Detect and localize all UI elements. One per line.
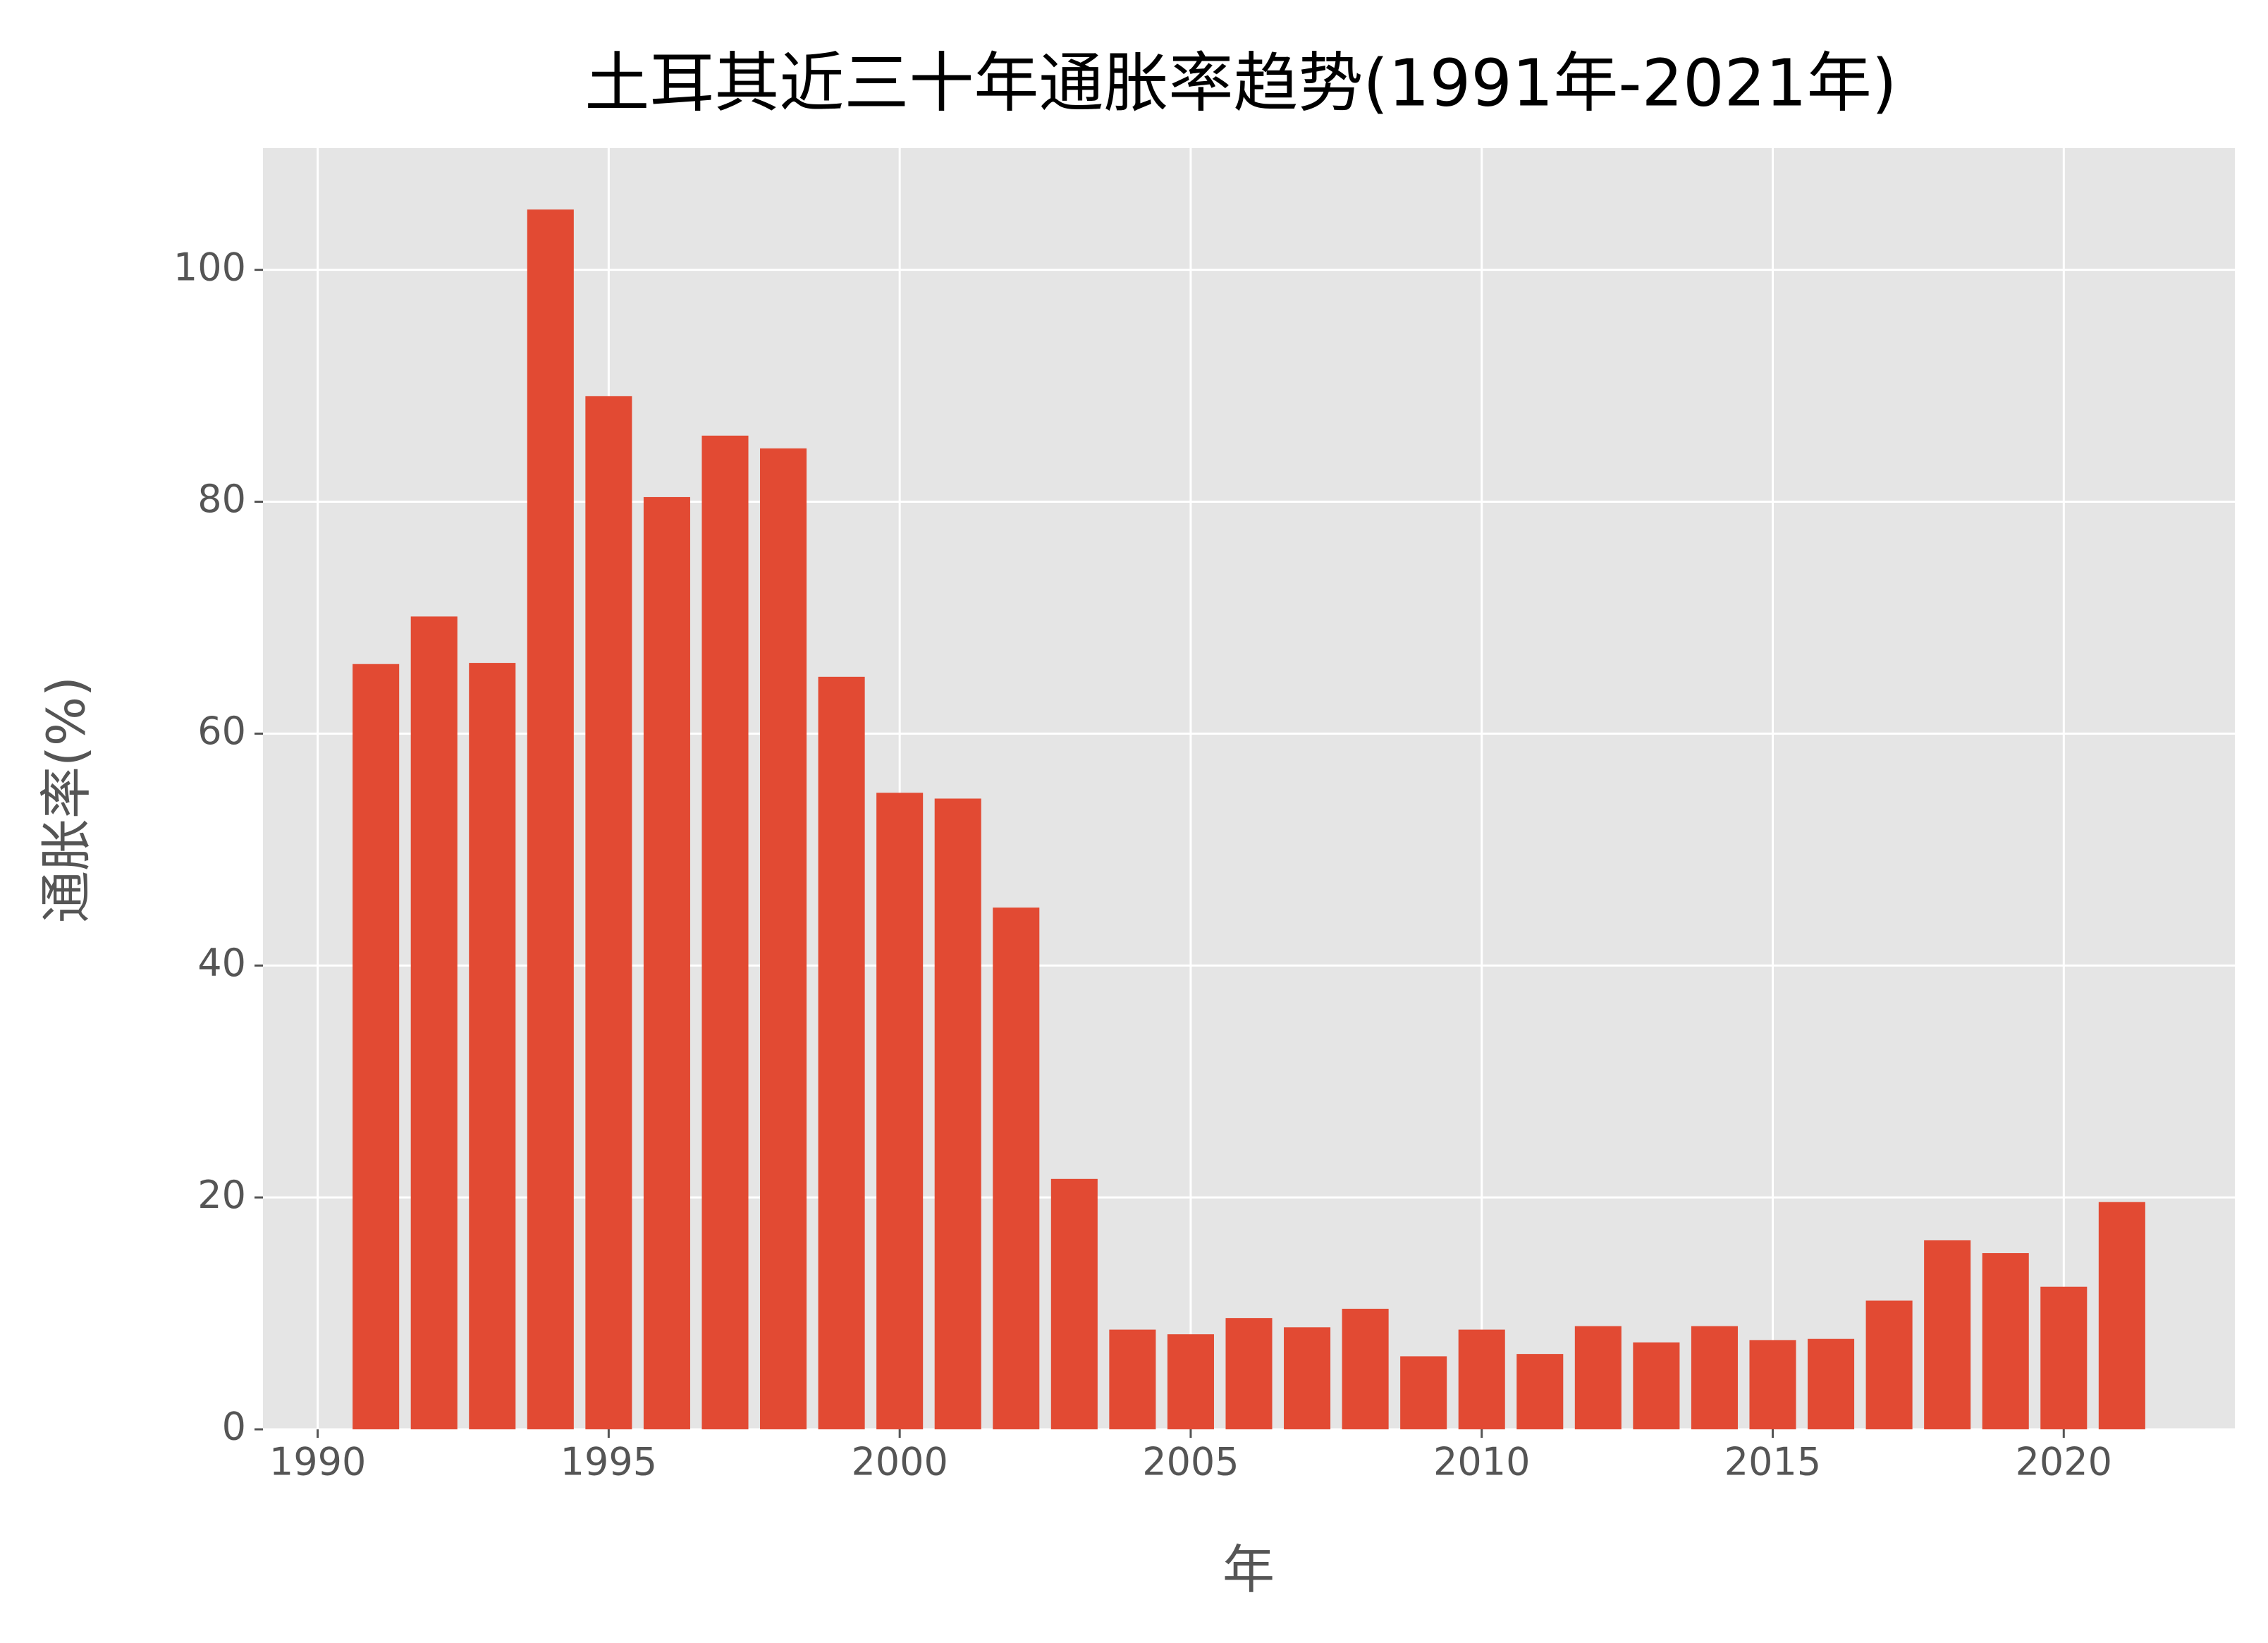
bar [993, 908, 1040, 1429]
x-tick-label: 2005 [1142, 1440, 1239, 1484]
bar [2040, 1286, 2088, 1429]
x-tick-label: 1995 [560, 1440, 657, 1484]
x-tick-label: 2000 [851, 1440, 948, 1484]
bar [760, 448, 807, 1430]
bar [1982, 1253, 2029, 1429]
y-axis-label: 通胀率(%) [37, 676, 97, 923]
y-tick-label: 100 [173, 245, 246, 289]
bar [1167, 1334, 1214, 1429]
x-tick-label: 2010 [1433, 1440, 1530, 1484]
y-tick-label: 60 [197, 709, 246, 753]
bar [1633, 1342, 1680, 1429]
bar [1808, 1338, 1855, 1429]
bar [934, 798, 981, 1429]
bar [1574, 1326, 1622, 1429]
x-tick-label: 2020 [2016, 1440, 2112, 1484]
x-tick-label: 2015 [1724, 1440, 1821, 1484]
bar [1109, 1329, 1156, 1429]
x-tick-label: 1990 [269, 1440, 366, 1484]
bar [1516, 1354, 1564, 1429]
bar [1458, 1329, 1505, 1429]
y-tick-label: 20 [197, 1173, 246, 1217]
bar [1050, 1178, 1098, 1429]
bar [818, 676, 865, 1429]
y-tick-label: 80 [197, 477, 246, 521]
bar [1691, 1326, 1738, 1429]
bar [876, 793, 924, 1429]
bar [2098, 1202, 2145, 1429]
bar [353, 664, 400, 1429]
bar [1865, 1300, 1913, 1429]
bar [410, 616, 458, 1429]
chart-title: 土耳其近三十年通胀率趋势(1991年-2021年) [584, 45, 1896, 121]
bar [1342, 1308, 1389, 1429]
bar [1749, 1340, 1796, 1429]
bar [1284, 1327, 1331, 1429]
bar [701, 435, 749, 1429]
y-tick-label: 40 [197, 941, 246, 985]
bar [527, 209, 574, 1429]
y-tick-label: 0 [222, 1405, 246, 1449]
bar [1400, 1356, 1447, 1429]
bar [643, 496, 690, 1429]
bar [469, 663, 516, 1430]
bar [585, 396, 632, 1429]
bar [1924, 1240, 1971, 1429]
x-axis-label: 年 [1222, 1540, 1275, 1601]
bar [1225, 1318, 1273, 1429]
